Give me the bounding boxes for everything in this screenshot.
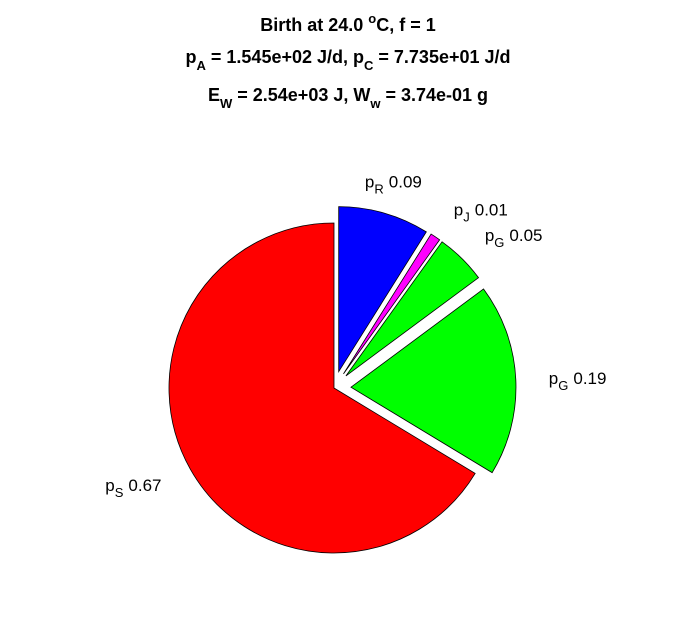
pie-slice	[345, 241, 480, 377]
slice-label-subscript: J	[463, 209, 470, 224]
title-part: C	[364, 58, 374, 73]
title-part: Birth at 24.0	[260, 15, 368, 35]
title-part: = 2.54e+03 J, W	[232, 85, 370, 105]
title-part: A	[197, 58, 207, 73]
title-part: W	[220, 96, 233, 111]
slice-value-label: 0.19	[573, 369, 606, 388]
chart-title-line: EW = 2.54e+03 J, Ww = 3.74e-01 g	[208, 85, 488, 111]
slice-label-subscript: S	[115, 485, 124, 500]
slice-value-label: 0.05	[509, 226, 542, 245]
slice-label: pR 0.09	[365, 172, 422, 196]
slice-value-label: 0.09	[389, 172, 422, 191]
title-part: E	[208, 85, 220, 105]
slice-label-subscript: G	[494, 235, 504, 250]
slice-label-name: p	[454, 200, 463, 219]
pie-slice	[350, 288, 517, 474]
slice-label-name: p	[105, 476, 114, 495]
slice-label-name: p	[365, 172, 374, 191]
chart-title-line: pA = 1.545e+02 J/d, pC = 7.735e+01 J/d	[186, 47, 511, 73]
slice-label: pG 0.19	[549, 369, 607, 393]
slice-label-subscript: G	[558, 378, 568, 393]
title-part: = 3.74e-01 g	[380, 85, 488, 105]
slice-label-name: p	[485, 226, 494, 245]
slice-label-subscript: R	[374, 181, 383, 196]
title-part: C, f = 1	[376, 15, 436, 35]
title-part: w	[369, 96, 381, 111]
slice-label: pG 0.05	[485, 226, 543, 250]
pie-slice	[168, 222, 476, 554]
pie-slice	[338, 206, 427, 374]
title-part: o	[368, 11, 376, 26]
slice-value-label: 0.67	[128, 476, 161, 495]
pie-slice	[343, 233, 441, 375]
title-part: = 1.545e+02 J/d, p	[206, 47, 364, 67]
slice-value-label: 0.01	[475, 200, 508, 219]
title-part: p	[186, 47, 197, 67]
slice-label-name: p	[549, 369, 558, 388]
slice-label: pJ 0.01	[454, 200, 508, 224]
title-part: = 7.735e+01 J/d	[373, 47, 510, 67]
slice-label: pS 0.67	[105, 476, 161, 500]
chart-title-line: Birth at 24.0 oC, f = 1	[260, 11, 436, 35]
